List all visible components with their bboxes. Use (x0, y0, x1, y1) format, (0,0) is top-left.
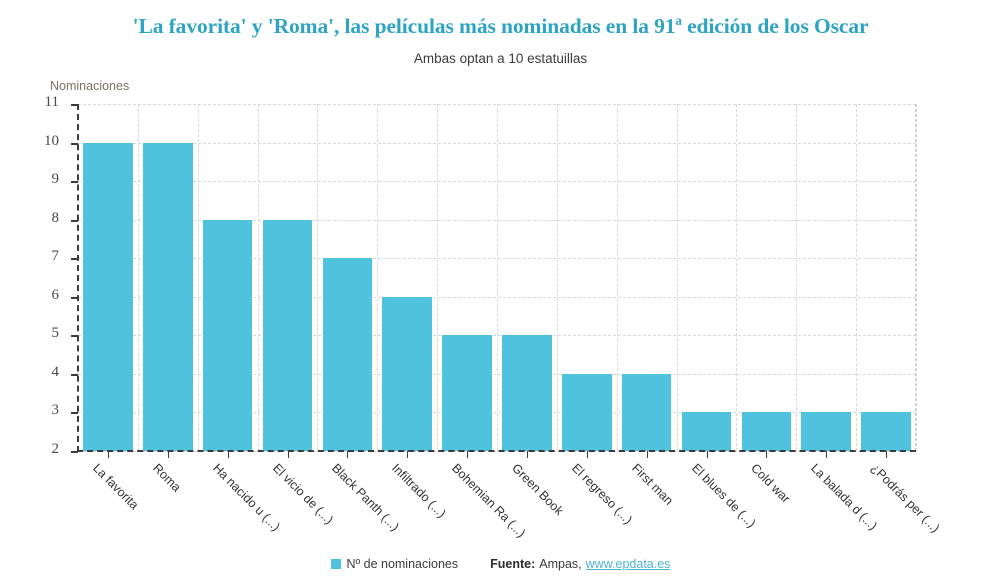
gridline-v (916, 104, 917, 451)
y-tick-label-text: 3 (51, 402, 60, 419)
y-tick-label-text: 10 (44, 132, 59, 149)
bar[interactable] (142, 142, 193, 451)
y-tick-label-text: 7 (51, 248, 60, 265)
page-title: 'La favorita' y 'Roma', las películas má… (132, 14, 869, 38)
x-tick-label: ¿Podrás per (...) (868, 461, 943, 536)
y-tick-mark (71, 412, 78, 415)
bar[interactable] (83, 142, 133, 451)
x-tick-mark (287, 451, 289, 458)
legend-swatch-icon (330, 559, 341, 569)
source-link[interactable]: www.epdata.es (585, 557, 671, 571)
x-tick-label: Cold war (748, 461, 794, 506)
bar[interactable] (801, 412, 852, 451)
legend-label: Nº de nominaciones (346, 557, 459, 571)
x-tick-mark (227, 451, 229, 458)
y-tick-label-text: 2 (51, 441, 60, 457)
gridline-v (856, 104, 858, 451)
chart-footer: Nº de nominaciones Fuente: Ampas, www.ep… (0, 557, 1001, 571)
y-tick-mark (71, 335, 78, 338)
bar[interactable] (681, 412, 732, 451)
y-tick-mark (71, 373, 78, 376)
source-prefix-label: Fuente: (490, 557, 536, 571)
x-tick-label: El regreso (...) (568, 461, 635, 527)
x-tick-mark (107, 451, 109, 458)
bar[interactable] (322, 258, 373, 451)
x-tick-label: El blues de (...) (688, 461, 758, 531)
y-tick-mark (71, 258, 78, 261)
x-tick-label: El vicio de (...) (269, 461, 336, 527)
gridline-v (437, 104, 439, 451)
x-tick-mark (766, 451, 768, 458)
bar[interactable] (262, 219, 313, 451)
y-tick-label-text: 8 (51, 209, 60, 226)
y-tick-mark (71, 296, 78, 299)
bar[interactable] (621, 373, 672, 451)
x-tick-mark (526, 451, 528, 458)
bar[interactable] (741, 412, 792, 451)
y-tick-mark (71, 104, 78, 106)
y-tick-label-text: 6 (51, 286, 60, 303)
gridline-v (676, 104, 678, 451)
x-tick-mark (706, 451, 708, 458)
gridline-v (197, 104, 199, 451)
y-tick-mark (71, 142, 78, 145)
x-tick-mark (407, 451, 409, 458)
x-tick-mark (167, 451, 169, 458)
gridline-v (497, 104, 498, 451)
y-tick-mark (71, 451, 78, 453)
x-tick-mark (646, 451, 648, 458)
x-tick-mark (467, 451, 469, 458)
source-name-label: Ampas, (539, 557, 582, 571)
gridline-v (616, 104, 618, 451)
y-tick-label-text: 5 (51, 325, 60, 342)
bar[interactable] (442, 335, 492, 451)
y-tick-mark (71, 219, 78, 222)
y-tick-label-text: 11 (44, 94, 59, 110)
x-tick-label: La favorita (90, 461, 142, 513)
plot-right-border (915, 104, 916, 451)
x-axis-line (77, 450, 916, 452)
x-tick-mark (826, 451, 828, 458)
plot-area (78, 104, 917, 452)
bar[interactable] (861, 412, 911, 451)
y-axis-title: Nominaciones (50, 79, 130, 93)
x-tick-label: Green Book (509, 461, 567, 519)
bar[interactable] (202, 219, 253, 451)
gridline-v (736, 104, 738, 451)
bar[interactable] (382, 296, 433, 451)
x-tick-mark (586, 451, 588, 458)
gridline-v (556, 104, 558, 451)
source-credit: Fuente: Ampas, www.epdata.es (490, 557, 670, 571)
legend-entry-nominaciones[interactable]: Nº de nominaciones (330, 557, 459, 571)
y-tick-label-text: 4 (51, 363, 60, 380)
chart-subtitle: Ambas optan a 10 estatuillas (413, 51, 588, 66)
x-tick-label: First man (628, 461, 676, 508)
gridline-v (137, 104, 139, 451)
y-axis-line (77, 104, 79, 452)
x-tick-mark (347, 451, 349, 458)
gridline-v (317, 104, 319, 451)
x-tick-mark (886, 451, 888, 458)
gridline-v (377, 104, 379, 451)
gridline-v (796, 104, 798, 451)
y-tick-mark (71, 181, 78, 184)
gridline-v (257, 104, 259, 451)
x-tick-label: Infiltrado (...) (389, 461, 449, 521)
bar[interactable] (561, 373, 612, 451)
x-tick-label: Roma (149, 461, 184, 495)
y-tick-label-text: 9 (51, 171, 60, 188)
bar[interactable] (502, 335, 552, 451)
